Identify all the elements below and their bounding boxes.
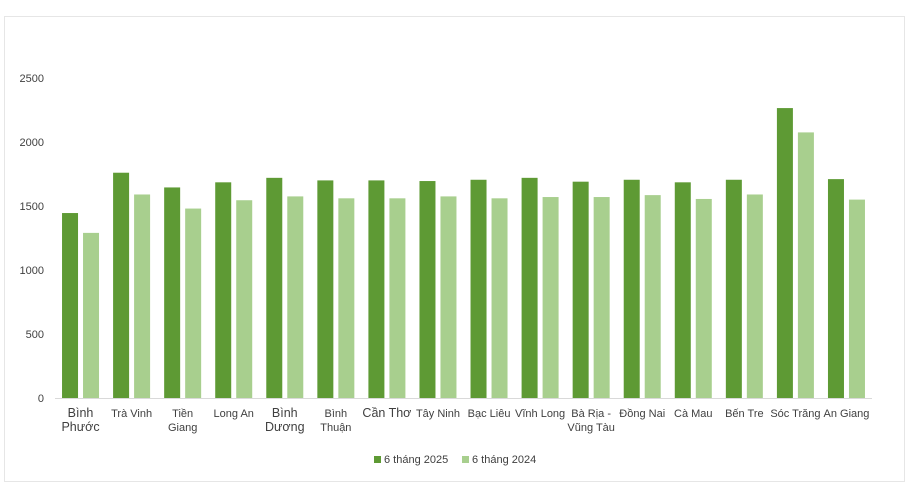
bars [62, 108, 865, 398]
bar-2024 [440, 196, 457, 398]
bar-2024 [134, 194, 151, 398]
x-tick-label: Tây Ninh [416, 408, 460, 420]
bar-2024 [287, 196, 304, 398]
bar-2025 [368, 180, 385, 398]
bar-2024 [185, 208, 202, 398]
bar-2024 [338, 198, 355, 398]
bar-2024 [746, 194, 763, 398]
x-tick-label: Bến Tre [725, 408, 764, 420]
y-tick-label: 2000 [20, 137, 44, 149]
bar-2024 [236, 200, 253, 398]
bar-2025 [674, 182, 691, 398]
x-axis: Bình Phước Trà Vinh Tiền Giang Long An Bình Dươ… [55, 398, 872, 434]
bar-group [623, 179, 661, 398]
bar-2025 [419, 181, 436, 398]
legend-label: 6 tháng 2025 [384, 454, 448, 466]
bar-group [368, 180, 406, 398]
bar-2025 [776, 108, 793, 398]
x-tick-label: Bình Thuận [320, 408, 351, 434]
bar-group [419, 181, 457, 398]
bar-group [164, 187, 202, 398]
bar-2024 [695, 198, 712, 398]
legend-label: 6 tháng 2024 [472, 454, 536, 466]
bar-group [674, 182, 712, 398]
bar-group [521, 177, 559, 398]
bar-group [215, 182, 253, 398]
bar-group [266, 177, 304, 398]
bar-2025 [215, 182, 232, 398]
bar-2024 [491, 198, 508, 398]
bar-2024 [389, 198, 406, 398]
bar-2025 [113, 172, 130, 398]
bar-group [62, 213, 100, 398]
legend: 6 tháng 2025 6 tháng 2024 [374, 454, 536, 466]
x-tick-label: Bà Rịa -Vũng Tàu [567, 408, 615, 434]
x-tick-label: Sóc Trăng [770, 408, 820, 420]
y-tick-label: 0 [38, 393, 44, 405]
legend-swatch [374, 456, 381, 463]
y-tick-label: 2500 [20, 73, 44, 85]
x-tick-label: Cà Mau [674, 408, 713, 420]
bar-group [317, 180, 355, 398]
bar-2025 [266, 177, 283, 398]
bar-2025 [317, 180, 334, 398]
bar-2025 [62, 213, 79, 398]
bar-2024 [83, 232, 100, 398]
x-tick-label: Trà Vinh [111, 408, 152, 420]
bar-group [725, 179, 763, 398]
bar-group [776, 108, 814, 398]
y-axis: 0 500 1000 1500 2000 2500 [20, 73, 44, 405]
bar-2025 [572, 181, 589, 398]
bar-2024 [848, 199, 865, 398]
bar-2025 [521, 177, 538, 398]
bar-2025 [827, 179, 844, 398]
y-tick-label: 1000 [20, 265, 44, 277]
x-tick-label: Vĩnh Long [515, 408, 565, 420]
x-tick-label: Bạc Liêu [468, 408, 511, 420]
bar-2025 [623, 179, 640, 398]
x-tick-label: Bình Phước [61, 406, 99, 434]
bar-group [470, 179, 508, 398]
bar-2024 [542, 197, 559, 398]
x-tick-label: Đồng Nai [619, 408, 665, 420]
bar-group [827, 179, 865, 398]
bar-2025 [725, 179, 742, 398]
bar-2024 [593, 197, 610, 398]
bar-2024 [644, 195, 661, 398]
x-tick-label: Bình Dương [265, 406, 305, 434]
y-tick-label: 1500 [20, 201, 44, 213]
bar-2025 [470, 179, 487, 398]
bar-group [113, 172, 151, 398]
x-tick-label: Cần Thơ [362, 406, 411, 420]
bar-2025 [164, 187, 181, 398]
x-tick-label: Tiền Giang [168, 408, 197, 434]
bar-2024 [797, 132, 814, 398]
y-tick-label: 500 [26, 329, 44, 341]
x-tick-label: Long An [214, 408, 254, 420]
bar-group [572, 181, 610, 398]
legend-swatch [462, 456, 469, 463]
x-tick-label: An Giang [824, 408, 870, 420]
